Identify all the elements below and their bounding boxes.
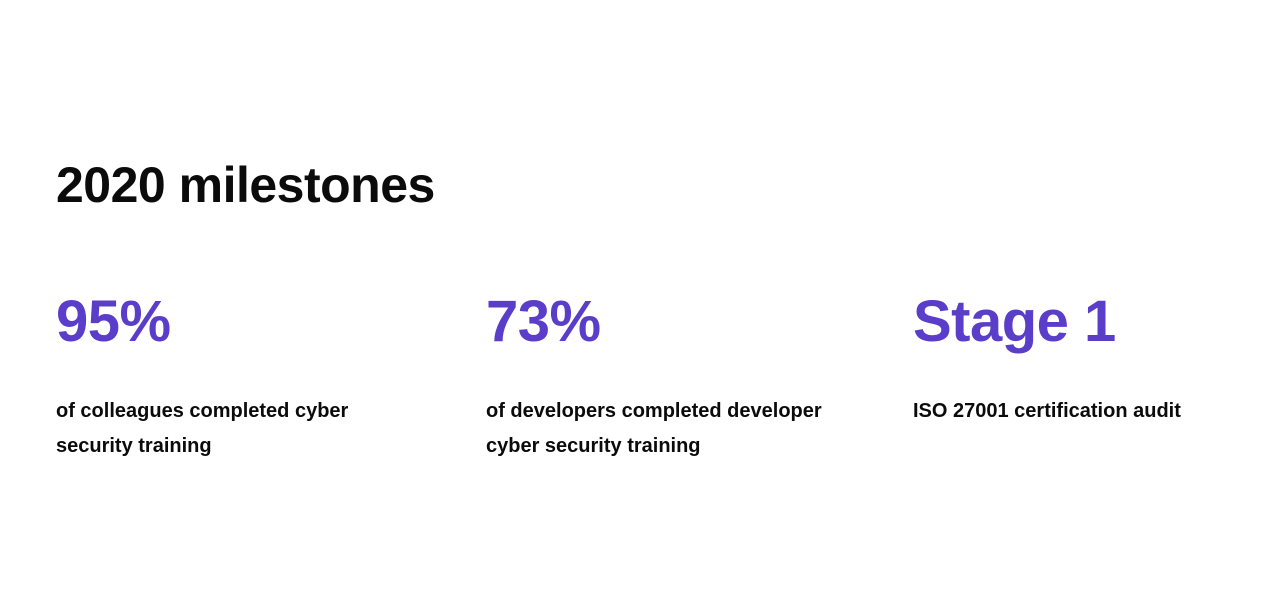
stat-description: of developers completed developer cyber … — [486, 400, 822, 457]
stat-value: 73% — [486, 289, 601, 354]
stat-description: of colleagues completed cyber security t… — [56, 400, 349, 457]
stat-value: 95% — [56, 289, 171, 354]
stat-iso-certification: Stage 1 ISO 27001 certification audit — [913, 286, 1273, 422]
stat-colleagues-training: 95% of colleagues completed cyber securi… — [56, 286, 456, 457]
stat-description: ISO 27001 certification audit — [913, 400, 1181, 422]
stat-developers-training: 73% of developers completed developer cy… — [486, 286, 886, 457]
stat-value: Stage 1 — [913, 289, 1116, 354]
section-title: 2020 milestones — [56, 157, 435, 213]
stats-row: 95% of colleagues completed cyber securi… — [56, 286, 1256, 486]
